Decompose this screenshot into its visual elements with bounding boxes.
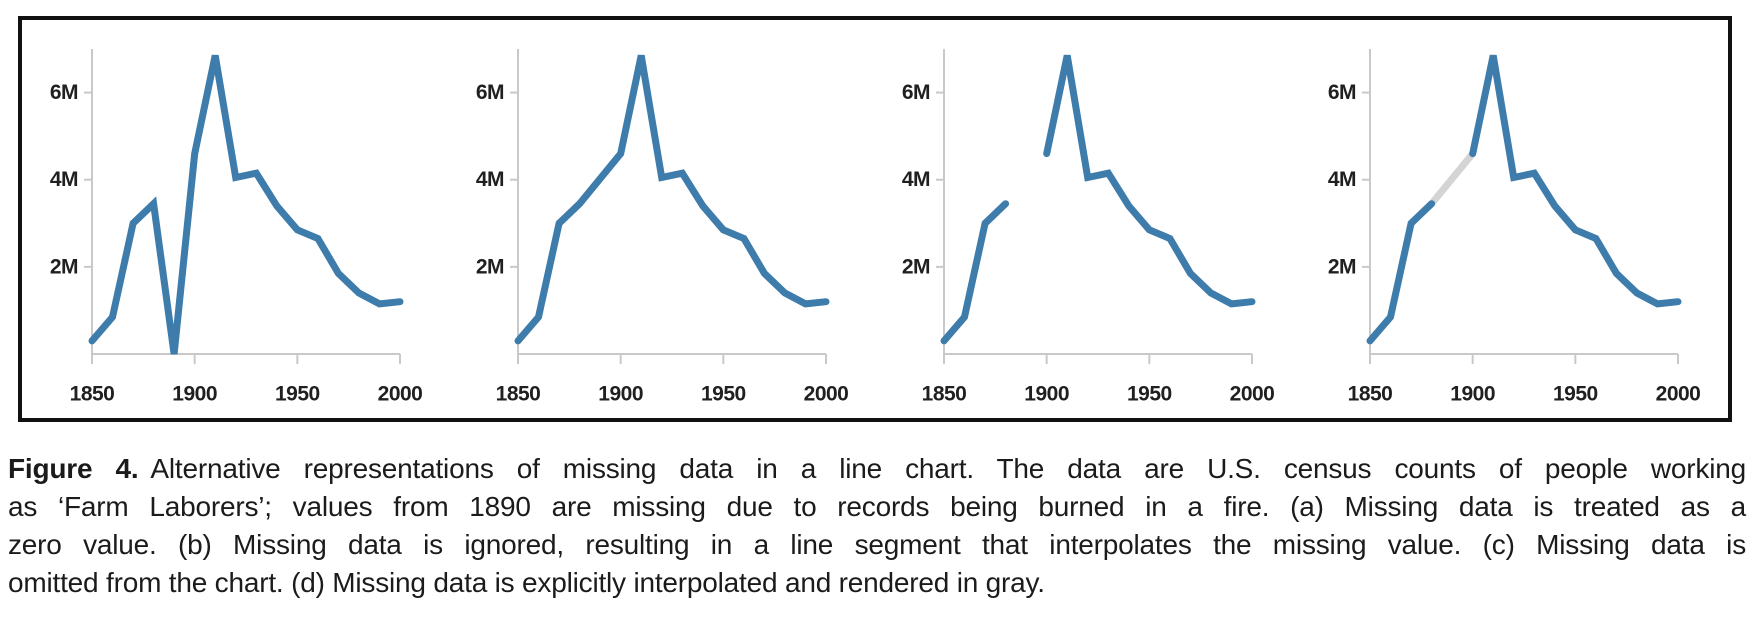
x-tick-label: 1950: [1127, 382, 1172, 405]
y-tick-label: 6M: [476, 81, 504, 104]
chart-box: 2M 4M 6M 1850 1900 1950 2000 2M 4M 6M 1850 1900 195…: [18, 16, 1732, 422]
x-tick-label: 1950: [275, 382, 320, 405]
data-line: [940, 200, 1010, 345]
chart-panel-d: 2M 4M 6M 1850 1900 1950 2000: [1300, 20, 1726, 416]
data-line: [1366, 200, 1436, 345]
caption-line-3: zero value. (b) Missing data is ignored,…: [8, 529, 1746, 560]
caption-line-4: omitted from the chart. (d) Missing data…: [8, 567, 1045, 598]
data-line: [514, 54, 830, 345]
y-tick-label: 6M: [50, 81, 78, 104]
x-tick-label: 2000: [804, 382, 849, 405]
line-chart-b: 2M 4M 6M 1850 1900 1950 2000: [476, 49, 849, 405]
y-tick-label: 4M: [50, 168, 78, 191]
x-tick-label: 1900: [1024, 382, 1069, 405]
chart-panel-a: 2M 4M 6M 1850 1900 1950 2000: [22, 20, 448, 416]
y-tick-label: 4M: [902, 168, 930, 191]
x-tick-label: 1900: [598, 382, 643, 405]
caption-figure-label: Figure 4.: [8, 453, 139, 484]
x-tick-label: 1850: [70, 382, 115, 405]
y-tick-label: 2M: [476, 255, 504, 278]
figure-caption: Figure 4. Alternative representations of …: [8, 450, 1746, 602]
data-line: [1469, 54, 1682, 308]
x-tick-label: 2000: [1230, 382, 1275, 405]
data-line: [1043, 54, 1256, 308]
x-tick-label: 1850: [1348, 382, 1393, 405]
x-tick-label: 2000: [1656, 382, 1701, 405]
x-tick-label: 1950: [701, 382, 746, 405]
y-tick-label: 2M: [902, 255, 930, 278]
y-tick-label: 6M: [902, 81, 930, 104]
missing-data-segment: [1428, 151, 1476, 206]
y-tick-label: 6M: [1328, 81, 1356, 104]
y-tick-label: 2M: [50, 255, 78, 278]
x-tick-label: 1950: [1553, 382, 1598, 405]
chart-panel-c: 2M 4M 6M 1850 1900 1950 2000: [874, 20, 1300, 416]
x-tick-label: 1850: [496, 382, 541, 405]
line-chart-c: 2M 4M 6M 1850 1900 1950 2000: [902, 49, 1275, 405]
y-tick-label: 4M: [1328, 168, 1356, 191]
chart-panel-b: 2M 4M 6M 1850 1900 1950 2000: [448, 20, 874, 416]
line-chart-d: 2M 4M 6M 1850 1900 1950 2000: [1328, 49, 1701, 405]
y-tick-label: 4M: [476, 168, 504, 191]
y-tick-label: 2M: [1328, 255, 1356, 278]
x-tick-label: 1900: [1450, 382, 1495, 405]
x-tick-label: 1850: [922, 382, 967, 405]
caption-line-1-text: Alternative representations of missing d…: [150, 453, 1746, 484]
data-line: [88, 54, 404, 355]
line-chart-a: 2M 4M 6M 1850 1900 1950 2000: [50, 49, 423, 405]
x-tick-label: 1900: [172, 382, 217, 405]
caption-line-1: Figure 4. Alternative representations of …: [8, 450, 1746, 488]
caption-line-2: as ‘Farm Laborers’; values from 1890 are…: [8, 491, 1746, 522]
x-tick-label: 2000: [378, 382, 423, 405]
